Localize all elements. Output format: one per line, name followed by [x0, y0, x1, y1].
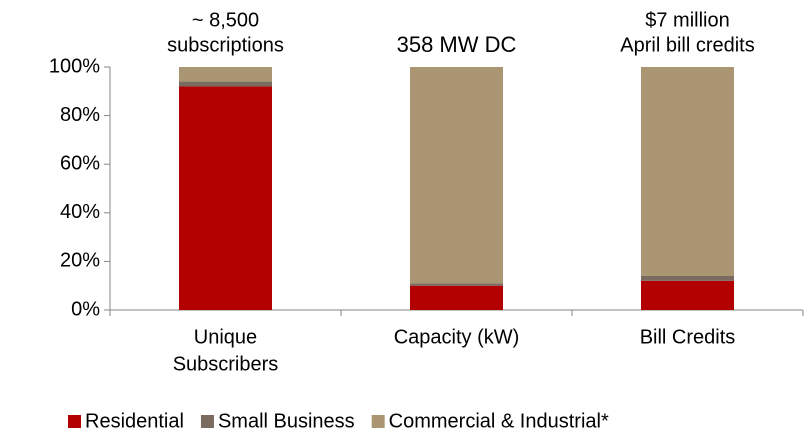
y-tick-label: 100% — [49, 55, 100, 77]
y-tick-label: 0% — [71, 298, 100, 320]
legend-swatch — [200, 415, 214, 428]
annotation: April bill credits — [620, 34, 754, 56]
y-tick-label: 80% — [60, 104, 100, 126]
x-tick-label: Capacity (kW) — [394, 326, 520, 348]
legend-swatch — [371, 415, 385, 428]
bar-segment — [410, 283, 503, 286]
y-tick-label: 60% — [60, 152, 100, 174]
x-tick-label: Unique — [194, 326, 257, 348]
annotation: 358 MW DC — [397, 32, 517, 57]
bar-segment — [179, 81, 272, 87]
y-tick-label: 20% — [60, 250, 100, 272]
bar-segment — [410, 67, 503, 284]
x-tick-label: Bill Credits — [640, 326, 736, 348]
annotation: subscriptions — [167, 34, 284, 56]
bar-segment — [641, 280, 734, 310]
legend-label: Commercial & Industrial* — [389, 410, 609, 432]
bar-segment — [641, 275, 734, 281]
legend-swatch — [68, 415, 81, 428]
bar-segment — [179, 67, 272, 82]
legend-label: Small Business — [218, 410, 355, 432]
x-tick-label: Subscribers — [173, 353, 279, 375]
y-tick-label: 40% — [60, 201, 100, 223]
annotation: ~ 8,500 — [192, 9, 259, 31]
annotation: $7 million — [645, 9, 729, 31]
bar-segment — [410, 285, 503, 310]
legend-label: Residential — [85, 410, 184, 432]
bar-segment — [179, 86, 272, 310]
bar-segment — [641, 67, 734, 276]
